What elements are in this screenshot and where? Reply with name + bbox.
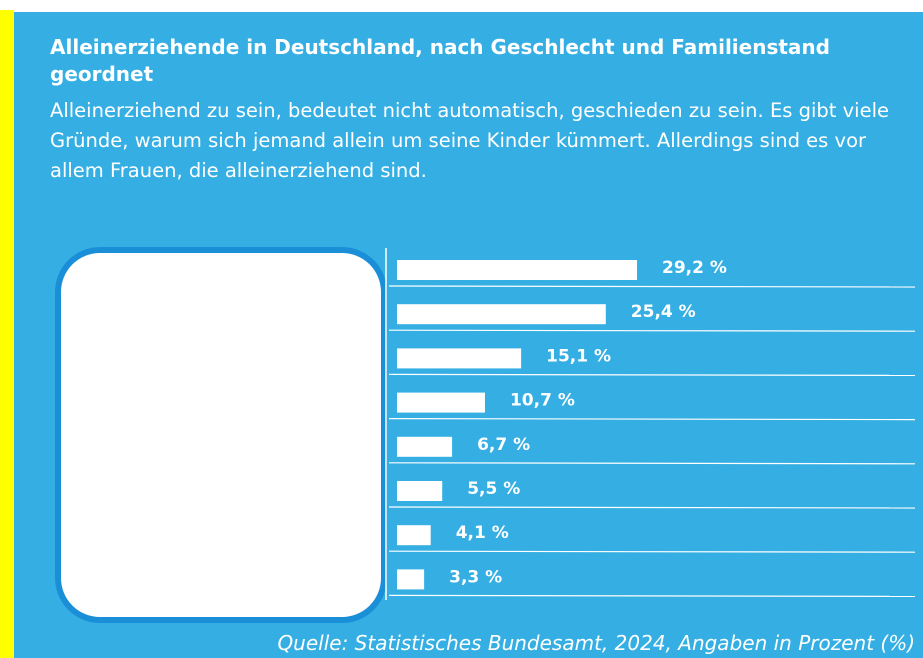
row-separator [388,418,916,421]
bar [397,304,606,325]
accent-strip [0,10,14,658]
bar [397,481,443,501]
value-label: 15,1 % [546,346,611,366]
value-label: 4,1 % [456,523,509,543]
bar [397,569,425,590]
bar [397,525,431,546]
bar [397,260,638,280]
value-label: 5,5 % [467,479,520,499]
row-separator [388,506,916,509]
image-box [55,247,387,623]
row-separator [388,373,916,376]
chart-title: Alleinerziehende in Deutschland, nach Ge… [50,35,830,86]
value-label: 25,4 % [631,302,696,322]
row-separator [388,550,916,553]
row-separator [388,462,916,465]
row-separator [388,594,916,598]
chart-subtitle: Alleinerziehend zu sein, bedeutet nicht … [50,99,890,182]
value-label: 6,7 % [477,435,530,455]
bar [397,348,522,369]
value-label: 3,3 % [449,567,502,587]
source-note: Quelle: Statistisches Bundesamt, 2024, A… [277,631,915,655]
row-separator [388,329,916,332]
value-label: 10,7 % [510,391,575,411]
row-separator [388,285,916,288]
bar [397,392,485,413]
bar [397,436,453,457]
value-label: 29,2 % [662,258,727,278]
